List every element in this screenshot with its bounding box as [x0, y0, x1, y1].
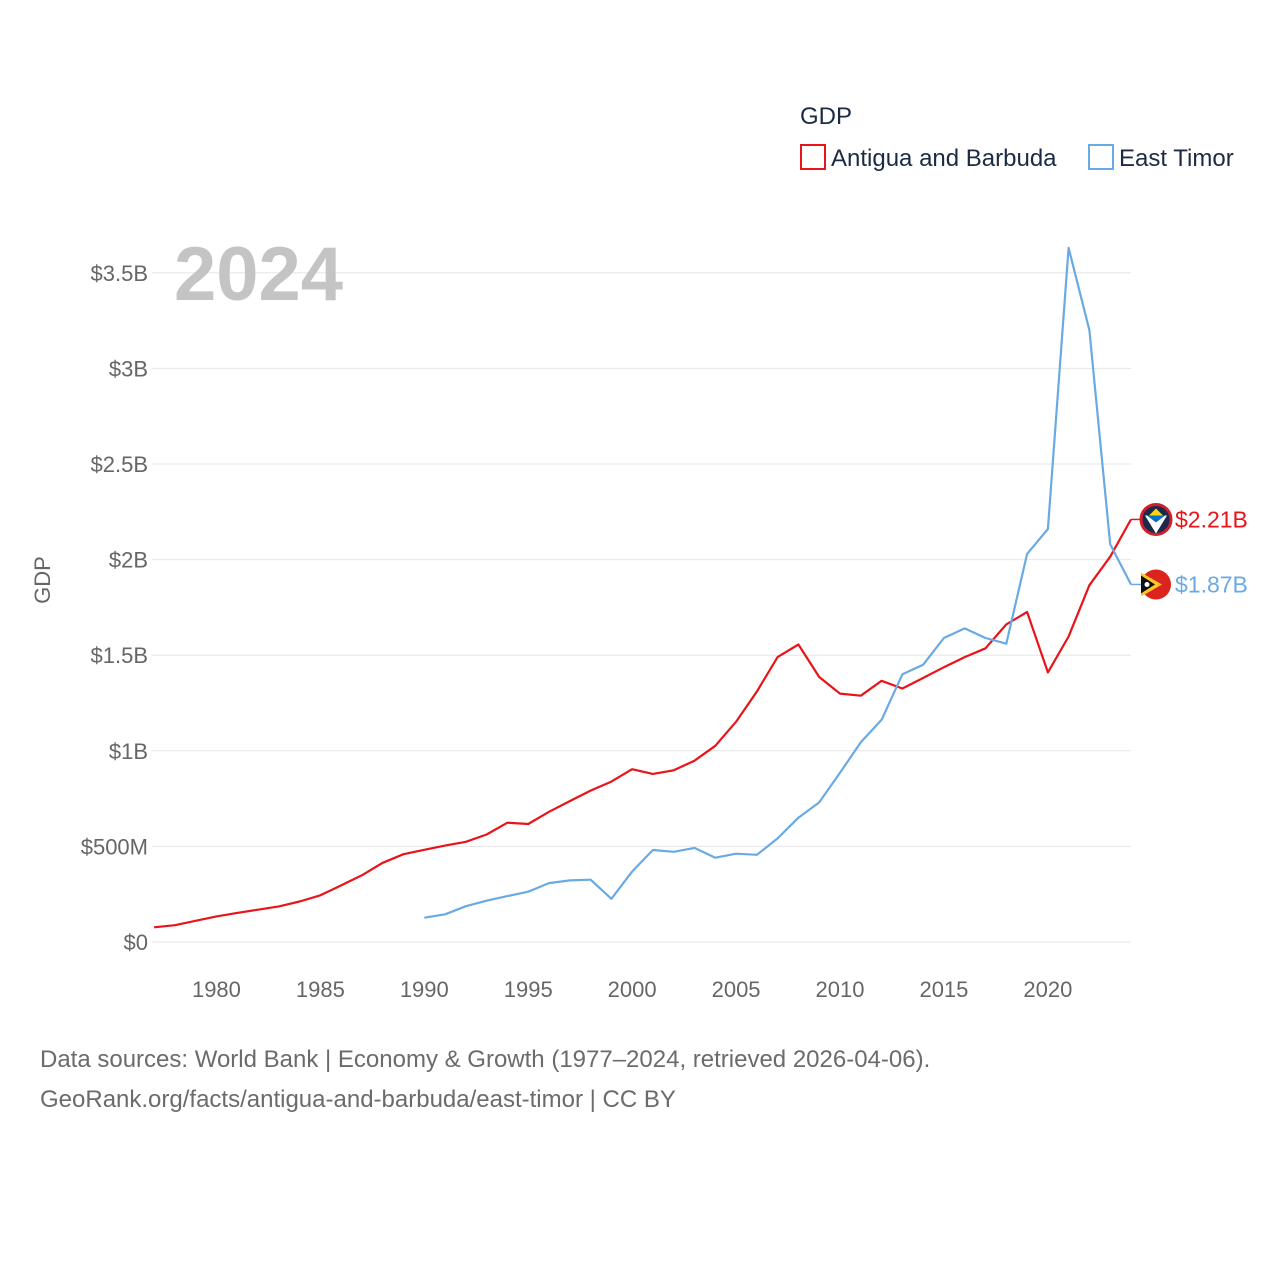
- x-tick-label: 2005: [712, 977, 761, 1002]
- legend-label-antigua: Antigua and Barbuda: [831, 145, 1057, 172]
- y-tick-label: $2B: [109, 548, 148, 573]
- grid-lines: [152, 272, 1131, 943]
- y-axis-title: GDP: [30, 556, 55, 604]
- x-tick-label: 2015: [919, 977, 968, 1002]
- y-tick-label: $1.5B: [91, 643, 149, 668]
- legend: GDP Antigua and Barbuda East Timor: [800, 103, 1234, 172]
- legend-swatch-east-timor: [1088, 144, 1114, 170]
- end-value-label: $1.87B: [1175, 571, 1248, 597]
- y-tick-label: $1B: [109, 739, 148, 764]
- y-tick-label: $2.5B: [91, 452, 149, 477]
- x-tick-label: 1985: [296, 977, 345, 1002]
- series-line-east-timor: [424, 246, 1132, 919]
- end-value-label: $2.21B: [1175, 506, 1248, 532]
- y-tick-label: $3B: [109, 356, 148, 381]
- antigua-flag-icon: [1139, 502, 1173, 536]
- year-label: 2024: [174, 232, 343, 317]
- x-axis-ticks: 1980 1985 1990 1995 2000 2005 2010 2015 2020: [192, 977, 1072, 1002]
- source-note: Data sources: World Bank | Economy & Gro…: [40, 1040, 1240, 1120]
- x-tick-label: 2020: [1023, 977, 1072, 1002]
- series-lines: [153, 246, 1132, 929]
- source-line-2: GeoRank.org/facts/antigua-and-barbuda/ea…: [40, 1086, 676, 1113]
- x-tick-label: 1995: [504, 977, 553, 1002]
- x-tick-label: 2000: [608, 977, 657, 1002]
- y-tick-label: $3.5B: [91, 261, 149, 286]
- y-tick-label: $500M: [81, 834, 148, 859]
- legend-title: GDP: [800, 103, 852, 130]
- legend-swatch-antigua: [800, 144, 826, 170]
- east-timor-flag-icon: [1141, 569, 1171, 600]
- source-line-1: Data sources: World Bank | Economy & Gro…: [40, 1046, 931, 1073]
- x-tick-label: 2010: [816, 977, 865, 1002]
- y-tick-label: $0: [124, 930, 148, 955]
- x-tick-label: 1980: [192, 977, 241, 1002]
- series-line-antigua: [153, 518, 1132, 929]
- x-tick-label: 1990: [400, 977, 449, 1002]
- y-axis-ticks: $0 $500M $1B $1.5B $2B $2.5B $3B $3.5B: [81, 261, 148, 955]
- legend-label-east-timor: East Timor: [1119, 145, 1234, 172]
- end-labels: $2.21B $1.87B: [1131, 502, 1248, 600]
